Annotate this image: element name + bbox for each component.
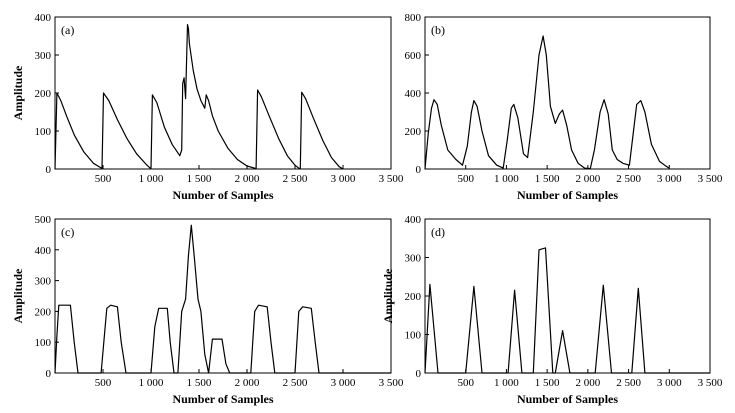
- x-tick-label: 3 000: [331, 173, 356, 185]
- x-tick-label: 3 500: [379, 377, 404, 389]
- y-tick-label: 400: [405, 88, 422, 100]
- data-series-line: [54, 24, 344, 170]
- y-tick-label: 200: [405, 126, 422, 138]
- x-tick-label: 500: [95, 377, 112, 389]
- x-tick-label: 500: [457, 377, 474, 389]
- x-tick-label: 1 500: [187, 377, 212, 389]
- y-axis-label: Amplitude: [11, 65, 25, 120]
- x-tick-label: 1 000: [494, 377, 519, 389]
- x-tick-label: 1 500: [535, 377, 560, 389]
- x-tick-label: 3 000: [657, 173, 682, 185]
- x-axis-label: Number of Samples: [517, 392, 618, 406]
- x-tick-label: 1 000: [494, 173, 519, 185]
- y-tick-label: 400: [35, 245, 52, 257]
- y-tick-label: 800: [405, 12, 422, 24]
- x-tick-label: 2 000: [235, 173, 260, 185]
- data-series-line: [424, 35, 670, 170]
- x-tick-label: 2 500: [283, 377, 308, 389]
- plot-frame: [424, 16, 711, 170]
- x-tick-label: 3 500: [379, 173, 404, 185]
- panel-d: 500 1 000 1 500 2 000 2 500 3 000 3 500 0 100 200…: [381, 214, 723, 406]
- y-axis-label: Amplitude: [11, 268, 25, 323]
- panel-b: 500 1 000 1 500 2 000 2 500 3 000 3 500 0 200 400…: [405, 12, 723, 202]
- y-tick-label: 600: [405, 50, 422, 62]
- panel-label: (a): [61, 23, 74, 37]
- plot-frame: [54, 218, 392, 374]
- x-tick-label: 2 500: [616, 377, 641, 389]
- x-tick-label: 2 500: [616, 173, 641, 185]
- y-tick-label: 200: [35, 306, 52, 318]
- y-tick-label: 300: [405, 253, 422, 265]
- x-tick-label: 2 500: [283, 173, 308, 185]
- x-tick-label: 2 000: [575, 377, 600, 389]
- x-tick-label: 2 000: [575, 173, 600, 185]
- x-tick-label: 3 500: [698, 173, 723, 185]
- y-tick-label: 200: [35, 88, 52, 100]
- x-tick-label: 3 000: [331, 377, 356, 389]
- y-tick-label: 100: [405, 330, 422, 342]
- panel-label: (d): [431, 225, 445, 239]
- x-tick-label: 500: [95, 173, 112, 185]
- x-tick-label: 3 000: [657, 377, 682, 389]
- x-tick-label: 1 000: [139, 377, 164, 389]
- panel-c: 500 1 000 1 500 2 000 2 500 3 000 3 500 0 100 200…: [11, 214, 404, 406]
- y-tick-label: 400: [35, 12, 52, 24]
- x-tick-label: 500: [457, 173, 474, 185]
- y-axis-label: Amplitude: [381, 268, 395, 323]
- y-tick-label: 0: [416, 164, 422, 176]
- y-tick-label: 400: [405, 214, 422, 226]
- x-tick-label: 1 000: [139, 173, 164, 185]
- y-tick-label: 100: [35, 126, 52, 138]
- x-tick-label: 3 500: [698, 377, 723, 389]
- panel-label: (c): [61, 225, 74, 239]
- data-series-line: [424, 247, 710, 374]
- x-axis-label: Number of Samples: [517, 188, 618, 202]
- x-axis-label: Number of Samples: [172, 392, 273, 406]
- y-tick-label: 200: [405, 291, 422, 303]
- x-tick-label: 1 500: [535, 173, 560, 185]
- y-tick-label: 0: [46, 368, 52, 380]
- panel-label: (b): [431, 23, 445, 37]
- x-tick-label: 2 000: [235, 377, 260, 389]
- plot-frame: [54, 16, 392, 170]
- x-axis-label: Number of Samples: [172, 188, 273, 202]
- y-tick-label: 300: [35, 50, 52, 62]
- y-tick-label: 0: [416, 368, 422, 380]
- y-tick-label: 100: [35, 337, 52, 349]
- panel-a: 500 1 000 1 500 2 000 2 500 3 000 3 500 0 100 200…: [11, 12, 404, 202]
- data-series-line: [54, 224, 391, 374]
- y-tick-label: 500: [35, 214, 52, 226]
- y-tick-label: 0: [46, 164, 52, 176]
- x-tick-label: 1 500: [187, 173, 212, 185]
- y-tick-label: 300: [35, 276, 52, 288]
